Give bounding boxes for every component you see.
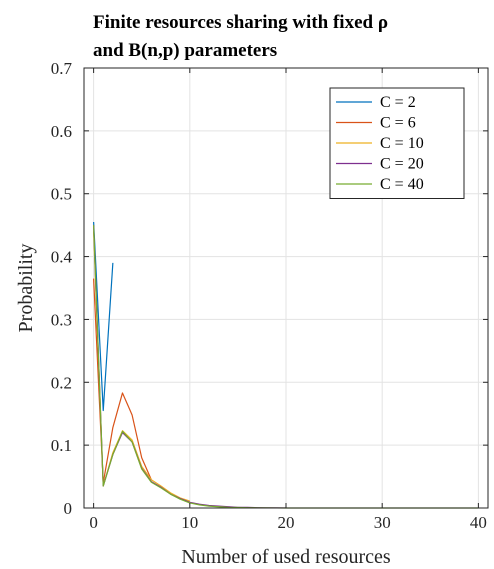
x-tick-label: 0 (89, 513, 98, 532)
y-tick-label: 0.3 (51, 310, 72, 329)
y-tick-label: 0.2 (51, 373, 72, 392)
legend-item-3: C = 20 (336, 156, 424, 173)
chart-title-line-1: Finite resources sharing with fixed ρ (93, 12, 388, 33)
series-line-0 (93, 221, 114, 412)
series-line-2 (93, 231, 190, 502)
y-axis-label: Probability (15, 244, 37, 333)
series-2 (93, 231, 190, 502)
legend-label: C = 10 (380, 135, 424, 152)
legend-label: C = 2 (380, 94, 416, 111)
x-tick-label: 30 (374, 513, 391, 532)
series-0 (93, 221, 114, 412)
chart-title: Finite resources sharing with fixed ρ an… (93, 12, 388, 61)
x-tick-label: 40 (470, 513, 487, 532)
y-tick-label: 0.1 (51, 436, 72, 455)
y-tick-label: 0.5 (51, 185, 72, 204)
y-tick-label: 0.6 (51, 122, 72, 141)
y-tick-label: 0.4 (51, 248, 73, 267)
x-tick-label: 10 (181, 513, 198, 532)
chart-title-line-2: and B(n,p) parameters (93, 40, 277, 61)
y-tick-label: 0 (64, 499, 73, 518)
legend: C = 2 C = 6 C = 10 C = 20 C = 40 (329, 87, 465, 199)
x-tick-label: 20 (278, 513, 295, 532)
legend-label: C = 20 (380, 156, 424, 173)
legend-item-2: C = 10 (336, 135, 424, 152)
legend-item-4: C = 40 (336, 176, 424, 193)
legend-item-0: C = 2 (336, 94, 416, 111)
legend-item-1: C = 6 (336, 115, 416, 132)
x-axis-label: Number of used resources (181, 546, 391, 568)
y-tick-label: 0.7 (51, 59, 73, 78)
x-axis-ticks: 0 10 20 30 40 (89, 68, 487, 532)
legend-label: C = 6 (380, 115, 416, 132)
y-axis-ticks: 0 0.1 0.2 0.3 0.4 0.5 0.6 0.7 (51, 59, 488, 518)
legend-label: C = 40 (380, 176, 424, 193)
